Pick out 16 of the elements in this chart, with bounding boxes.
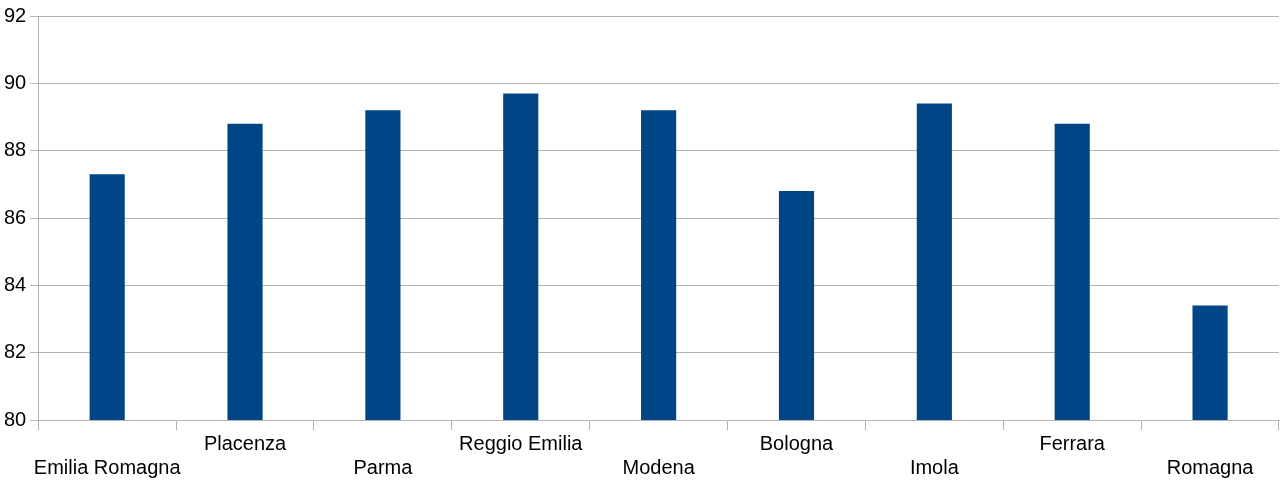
y-tick-label: 92: [4, 3, 27, 26]
x-tick-label: Bologna: [759, 431, 835, 454]
y-tick-label: 90: [4, 70, 27, 93]
x-tick-label: Placenza: [203, 431, 288, 454]
x-tick-label: Modena: [622, 455, 696, 478]
x-tick-label: Parma: [353, 455, 414, 478]
y-tick-label: 82: [4, 340, 27, 363]
y-tick-label: 80: [4, 407, 27, 430]
y-tick-label: 88: [4, 138, 27, 161]
y-tick-label: 86: [4, 205, 27, 228]
x-tick-label: Reggio Emilia: [459, 431, 584, 454]
x-tick-label: Ferrara: [1039, 431, 1106, 454]
x-tick-label: Emilia Romagna: [33, 455, 182, 478]
x-tick-label: Romagna: [1166, 455, 1255, 478]
x-tick-label: Imola: [909, 455, 960, 478]
y-tick-label: 84: [4, 272, 27, 295]
